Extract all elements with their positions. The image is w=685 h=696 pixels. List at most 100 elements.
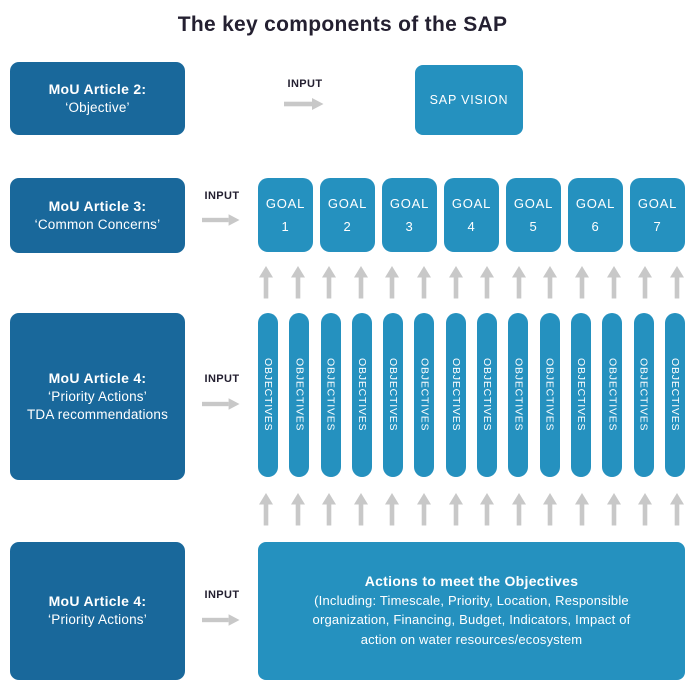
- up-arrow-icon: [385, 493, 400, 526]
- goal-word: GOAL: [575, 195, 616, 211]
- objective-pill: OBJECTIVES: [570, 313, 591, 477]
- up-arrow-icon: [669, 493, 684, 526]
- mou-article-2-subtitle: ‘Objective’: [65, 99, 130, 115]
- up-arrow-icon: [385, 266, 400, 299]
- up-arrow-icon: [575, 493, 590, 526]
- objective-pill: OBJECTIVES: [539, 313, 560, 477]
- objective-label: OBJECTIVES: [324, 358, 337, 432]
- up-arrow-icon: [511, 493, 526, 526]
- objective-pill: OBJECTIVES: [258, 313, 278, 477]
- objectives-row: OBJECTIVES OBJECTIVES OBJECTIVES OBJECTI…: [258, 313, 685, 477]
- mou-article-3-title: MoU Article 3:: [48, 197, 147, 214]
- up-arrow-icon: [417, 493, 432, 526]
- goal-number: 2: [343, 219, 352, 234]
- up-arrow-icon: [669, 266, 684, 299]
- up-arrows-row-2: [258, 492, 685, 526]
- objective-pill: OBJECTIVES: [602, 313, 623, 477]
- right-arrow-icon: [202, 398, 240, 410]
- mou-article-2-box: MoU Article 2: ‘Objective’: [10, 62, 185, 135]
- mou-article-4-title: MoU Article 4:: [48, 593, 147, 610]
- goal-box-6: GOAL 6: [568, 178, 623, 252]
- mou-article-4-box: MoU Article 4: ‘Priority Actions’: [10, 542, 185, 680]
- up-arrow-icon: [448, 266, 463, 299]
- up-arrow-icon: [448, 493, 463, 526]
- goal-number: 4: [467, 219, 476, 234]
- mou-article-4-tda-box: MoU Article 4: ‘Priority Actions’ TDA re…: [10, 313, 185, 480]
- up-arrow-icon: [511, 266, 526, 299]
- goal-number: 7: [653, 219, 662, 234]
- objective-label: OBJECTIVES: [449, 358, 462, 432]
- diagram-title: The key components of the SAP: [177, 13, 508, 36]
- sap-vision-label: SAP VISION: [429, 93, 509, 107]
- objective-pill: OBJECTIVES: [351, 313, 372, 477]
- up-arrow-icon: [290, 493, 305, 526]
- objective-label: OBJECTIVES: [262, 358, 274, 432]
- objective-label: OBJECTIVES: [543, 358, 556, 432]
- input-label-row1: INPUT: [287, 78, 323, 90]
- input-label-row2: INPUT: [204, 190, 240, 202]
- goal-number: 1: [281, 219, 290, 234]
- right-arrow-icon: [202, 614, 240, 626]
- objective-pill: OBJECTIVES: [508, 313, 529, 477]
- objective-pill: OBJECTIVES: [414, 313, 435, 477]
- objective-label: OBJECTIVES: [512, 358, 525, 432]
- up-arrow-icon: [417, 266, 432, 299]
- goal-number: 3: [405, 219, 414, 234]
- objective-pill: OBJECTIVES: [664, 313, 685, 477]
- goal-word: GOAL: [389, 195, 430, 211]
- objective-label: OBJECTIVES: [355, 358, 368, 432]
- up-arrow-icon: [353, 493, 368, 526]
- goal-number: 6: [591, 219, 600, 234]
- mou-article-4-subtitle: ‘Priority Actions’: [48, 388, 147, 404]
- up-arrow-icon: [259, 266, 273, 299]
- up-arrow-icon: [543, 266, 558, 299]
- actions-box-body: (Including: Timescale, Priority, Locatio…: [312, 592, 631, 647]
- goal-box-4: GOAL 4: [444, 178, 499, 252]
- objective-pill: OBJECTIVES: [289, 313, 310, 477]
- up-arrow-icon: [290, 266, 305, 299]
- up-arrow-icon: [322, 266, 337, 299]
- objective-label: OBJECTIVES: [668, 358, 681, 432]
- goal-number: 5: [529, 219, 538, 234]
- objective-label: OBJECTIVES: [387, 358, 400, 432]
- goal-box-5: GOAL 5: [506, 178, 561, 252]
- goal-box-1: GOAL 1: [258, 178, 313, 252]
- objective-label: OBJECTIVES: [606, 358, 619, 432]
- goal-box-7: GOAL 7: [630, 178, 685, 252]
- goal-word: GOAL: [513, 195, 554, 211]
- right-arrow-icon: [284, 98, 324, 110]
- objective-pill: OBJECTIVES: [320, 313, 341, 477]
- up-arrow-icon: [480, 266, 495, 299]
- actions-box-title: Actions to meet the Objectives: [364, 572, 579, 589]
- sap-vision-box: SAP VISION: [415, 65, 523, 135]
- objective-label: OBJECTIVES: [418, 358, 431, 432]
- up-arrows-row-1: [258, 265, 685, 299]
- objective-label: OBJECTIVES: [481, 358, 494, 432]
- mou-article-4-title: MoU Article 4:: [48, 369, 147, 386]
- input-label-row3: INPUT: [204, 373, 240, 385]
- actions-box: Actions to meet the Objectives (Includin…: [258, 542, 685, 680]
- up-arrow-icon: [259, 493, 273, 526]
- up-arrow-icon: [638, 493, 653, 526]
- mou-article-4-note: TDA recommendations: [26, 406, 169, 422]
- goal-word: GOAL: [451, 195, 492, 211]
- objective-pill: OBJECTIVES: [633, 313, 654, 477]
- mou-article-3-subtitle: ‘Common Concerns’: [34, 216, 161, 232]
- objective-label: OBJECTIVES: [574, 358, 587, 432]
- up-arrow-icon: [606, 493, 621, 526]
- right-arrow-icon: [202, 214, 240, 226]
- goal-box-2: GOAL 2: [320, 178, 375, 252]
- up-arrow-icon: [322, 493, 337, 526]
- up-arrow-icon: [543, 493, 558, 526]
- mou-article-2-title: MoU Article 2:: [48, 80, 147, 97]
- goal-box-3: GOAL 3: [382, 178, 437, 252]
- up-arrow-icon: [638, 266, 653, 299]
- up-arrow-icon: [606, 266, 621, 299]
- mou-article-4-subtitle: ‘Priority Actions’: [48, 612, 147, 628]
- goal-word: GOAL: [265, 195, 306, 211]
- objective-pill: OBJECTIVES: [445, 313, 466, 477]
- input-label-row4: INPUT: [204, 589, 240, 601]
- up-arrow-icon: [480, 493, 495, 526]
- goal-word: GOAL: [637, 195, 678, 211]
